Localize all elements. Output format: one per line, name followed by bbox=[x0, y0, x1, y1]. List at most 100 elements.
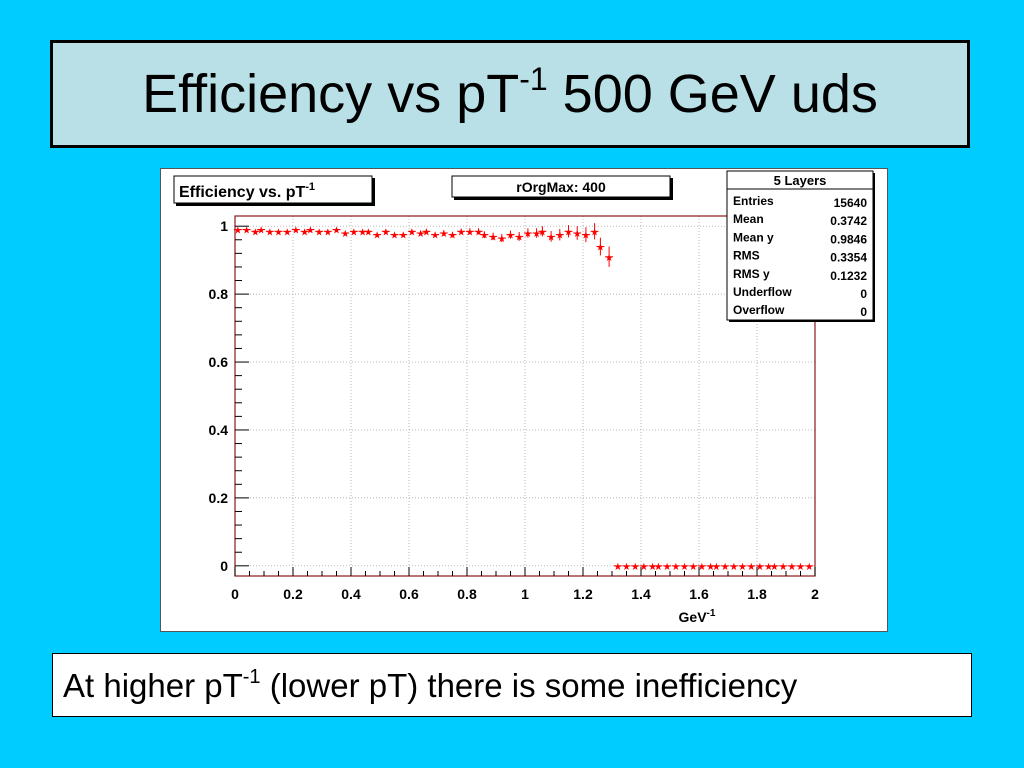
data-point: ★ bbox=[257, 226, 266, 237]
data-point: ★ bbox=[538, 227, 547, 238]
histogram-title-box: Efficiency vs. pT-1 bbox=[173, 175, 375, 206]
data-point: ★ bbox=[283, 227, 292, 238]
data-point: ★ bbox=[573, 229, 582, 240]
data-point: ★ bbox=[738, 562, 747, 573]
data-point: ★ bbox=[622, 562, 631, 573]
data-point: ★ bbox=[605, 253, 614, 264]
y-tick-label: 0.2 bbox=[209, 490, 229, 506]
x-tick-label: 1.8 bbox=[747, 586, 767, 602]
stats-row-value: 0.3354 bbox=[830, 251, 867, 265]
data-point: ★ bbox=[555, 231, 564, 242]
data-point: ★ bbox=[547, 232, 556, 243]
slide-title-rest: 500 GeV uds bbox=[547, 64, 878, 124]
histogram-title-superscript: -1 bbox=[305, 181, 315, 193]
data-point: ★ bbox=[639, 562, 648, 573]
y-tick-label: 0.8 bbox=[209, 286, 229, 302]
data-point: ★ bbox=[422, 227, 431, 238]
stats-row-value: 0 bbox=[860, 287, 867, 301]
caption-superscript: -1 bbox=[242, 665, 261, 688]
data-point: ★ bbox=[564, 227, 573, 238]
x-axis-label-superscript: -1 bbox=[707, 608, 716, 619]
caption-text: At higher pT-1 (lower pT) there is some … bbox=[63, 665, 798, 704]
stats-row-label: Overflow bbox=[733, 303, 785, 317]
data-point: ★ bbox=[654, 562, 663, 573]
histogram-title: Efficiency vs. pT-1 bbox=[179, 181, 315, 201]
data-point: ★ bbox=[332, 226, 341, 237]
x-axis-label: GeV-1 bbox=[679, 608, 716, 625]
x-tick-label: 2 bbox=[811, 586, 819, 602]
x-axis-label-main: GeV bbox=[679, 609, 708, 625]
data-point: ★ bbox=[648, 562, 657, 573]
x-tick-label: 0.8 bbox=[457, 586, 477, 602]
data-point: ★ bbox=[349, 227, 358, 238]
data-point: ★ bbox=[697, 562, 706, 573]
data-point: ★ bbox=[315, 227, 324, 238]
slide-title-superscript: -1 bbox=[519, 61, 548, 97]
data-point: ★ bbox=[596, 243, 605, 254]
stats-row-label: Entries bbox=[733, 194, 774, 208]
x-tick-label: 1 bbox=[521, 586, 529, 602]
data-point: ★ bbox=[631, 562, 640, 573]
stats-row-label: RMS y bbox=[733, 267, 770, 281]
data-point: ★ bbox=[489, 232, 498, 243]
slide-title-main: Efficiency vs pT bbox=[142, 64, 520, 124]
data-point: ★ bbox=[399, 231, 408, 242]
x-tick-label: 1.6 bbox=[689, 586, 709, 602]
data-point: ★ bbox=[407, 227, 416, 238]
x-tick-label: 1.4 bbox=[631, 586, 651, 602]
stats-row-label: Mean bbox=[733, 212, 764, 226]
data-point: ★ bbox=[796, 562, 805, 573]
data-point: ★ bbox=[381, 227, 390, 238]
data-point: ★ bbox=[233, 226, 242, 237]
cut-label-box: rOrgMax: 400 bbox=[451, 175, 673, 200]
efficiency-plot: ★ ★ ★★ ★ ★ ★ ★ ★★ ★ ★ ★ ★ ★ ★★ ★ ★ ★ ★ ★ ★★ ★ ★ ★ ★ ★ ★★ ★ ★ ★ ★ ★ ★★ ★ ★… bbox=[173, 170, 875, 625]
data-point: ★ bbox=[291, 226, 300, 237]
x-tick-label: 1.2 bbox=[573, 586, 593, 602]
data-point: ★ bbox=[712, 562, 721, 573]
data-point: ★ bbox=[721, 562, 730, 573]
data-point: ★ bbox=[532, 229, 541, 240]
stats-row-value: 0 bbox=[860, 305, 867, 319]
data-point: ★ bbox=[706, 562, 715, 573]
data-point: ★ bbox=[671, 562, 680, 573]
data-point: ★ bbox=[323, 227, 332, 238]
stats-box: 5 Layers Entries 15640 Mean 0.3742 Mean y 0.9… bbox=[726, 170, 875, 322]
caption-main: At higher pT bbox=[63, 666, 243, 704]
slide-title-box: Efficiency vs pT-1 500 GeV uds bbox=[50, 40, 970, 148]
x-tick-label: 0.6 bbox=[399, 586, 419, 602]
cut-label: rOrgMax: 400 bbox=[516, 179, 606, 195]
data-point: ★ bbox=[242, 226, 251, 237]
stats-box-title: 5 Layers bbox=[774, 173, 827, 188]
data-point: ★ bbox=[680, 562, 689, 573]
y-tick-label: 1 bbox=[220, 218, 228, 234]
data-point: ★ bbox=[689, 562, 698, 573]
data-point: ★ bbox=[265, 227, 274, 238]
data-point: ★ bbox=[613, 562, 622, 573]
data-point: ★ bbox=[364, 227, 373, 238]
data-point: ★ bbox=[480, 231, 489, 242]
caption-rest: (lower pT) there is some inefficiency bbox=[260, 666, 798, 704]
x-tick-label: 0 bbox=[231, 586, 239, 602]
x-tick-label: 0.4 bbox=[341, 586, 361, 602]
histogram-canvas: ★ ★ ★ ★ ★ ★ ★ ★ ★ ★ ★ ★ ★ ★ ★ ★ ★ ★ ★ ★ ★ ★ ★ ★ ★ ★ ★ ★ ★ ★ ★ ★ ★ ★ ★ ★ ★ ★ ★ ★… bbox=[160, 168, 888, 632]
data-point: ★ bbox=[274, 227, 283, 238]
y-tick-label: 0.4 bbox=[209, 422, 229, 438]
stats-row-value: 0.9846 bbox=[830, 232, 867, 246]
data-point: ★ bbox=[590, 227, 599, 238]
data-point: ★ bbox=[747, 562, 756, 573]
data-point: ★ bbox=[497, 234, 506, 245]
data-point: ★ bbox=[358, 227, 367, 238]
data-point: ★ bbox=[416, 229, 425, 240]
stats-row-label: RMS bbox=[733, 249, 760, 263]
data-point: ★ bbox=[663, 562, 672, 573]
data-point: ★ bbox=[787, 562, 796, 573]
data-point: ★ bbox=[373, 231, 382, 242]
stats-row-label: Mean y bbox=[733, 230, 774, 244]
stats-row-value: 15640 bbox=[834, 196, 868, 210]
data-point: ★ bbox=[515, 232, 524, 243]
stats-row-value: 0.1232 bbox=[830, 269, 867, 283]
data-point: ★ bbox=[805, 562, 814, 573]
data-point: ★ bbox=[251, 227, 260, 238]
data-point: ★ bbox=[465, 227, 474, 238]
data-point: ★ bbox=[306, 226, 315, 237]
